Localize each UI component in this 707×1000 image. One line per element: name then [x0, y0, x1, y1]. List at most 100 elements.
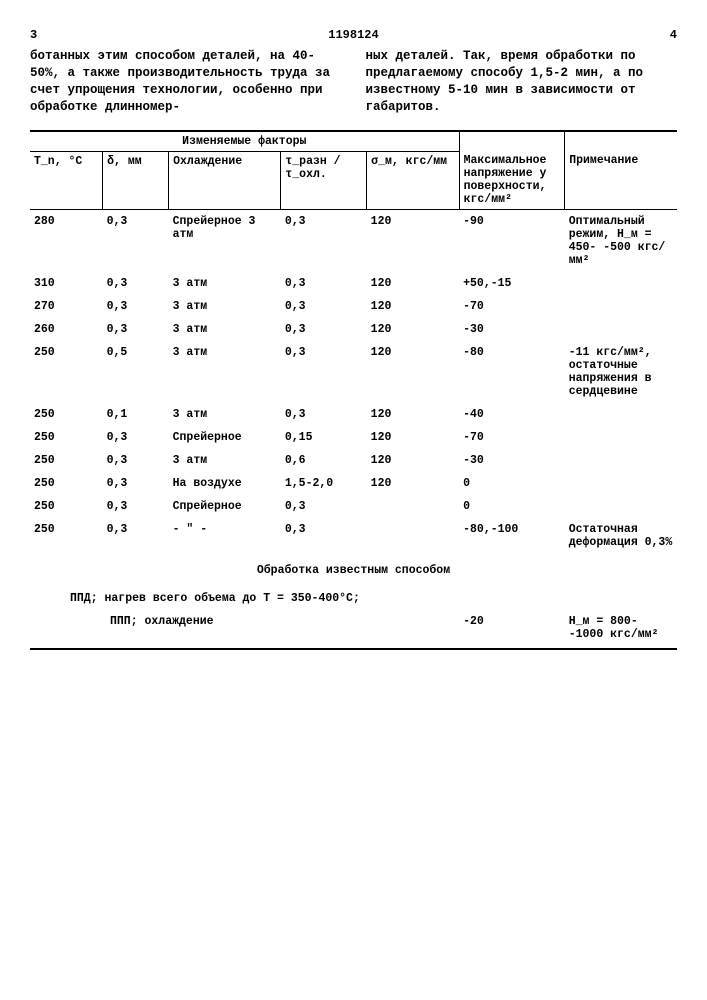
cell-r: 0,3: [281, 518, 367, 554]
col-sigma: σ_м, кгс/мм: [367, 151, 459, 210]
table-row: 2700,33 атм0,3120-70: [30, 295, 677, 318]
table-row: 2500,3На воздухе1,5-2,01200: [30, 472, 677, 495]
cell-s: 120: [367, 472, 459, 495]
known-m: -20: [459, 610, 565, 649]
cell-r: 0,15: [281, 426, 367, 449]
cell-t: 280: [30, 210, 103, 273]
cell-n: [565, 318, 677, 341]
cell-n: [565, 426, 677, 449]
cell-t: 250: [30, 341, 103, 403]
cell-n: [565, 403, 677, 426]
cell-s: 120: [367, 426, 459, 449]
cell-d: 0,3: [103, 210, 169, 273]
intro-left: ботанных этим способом деталей, на 40-50…: [30, 48, 342, 116]
cell-s: 120: [367, 449, 459, 472]
cell-r: 0,3: [281, 495, 367, 518]
cell-s: 120: [367, 210, 459, 273]
cell-m: -70: [459, 295, 565, 318]
doc-number: 1198124: [328, 28, 378, 42]
page-num-right: 4: [670, 28, 677, 42]
cell-m: 0: [459, 495, 565, 518]
cell-d: 0,1: [103, 403, 169, 426]
cell-s: [367, 518, 459, 554]
page-num-left: 3: [30, 28, 37, 42]
cell-s: [367, 495, 459, 518]
col-note: Примечание: [565, 151, 677, 210]
table-body: 2800,3Спрейерное 3 атм0,3120-90Оптимальн…: [30, 210, 677, 555]
known-line2: ППП; охлаждение: [30, 610, 459, 649]
cell-r: 0,3: [281, 318, 367, 341]
known-n: H_м = 800- -1000 кгс/мм²: [565, 610, 677, 649]
cell-n: [565, 272, 677, 295]
table-row: 2500,53 атм0,3120-80-11 кгс/мм², остаточ…: [30, 341, 677, 403]
cell-s: 120: [367, 403, 459, 426]
cell-c: 3 атм: [169, 341, 281, 403]
table-row: 2800,3Спрейерное 3 атм0,3120-90Оптимальн…: [30, 210, 677, 273]
col-t: Т_n, °С: [30, 151, 103, 210]
cell-s: 120: [367, 318, 459, 341]
cell-d: 0,3: [103, 295, 169, 318]
cell-d: 0,3: [103, 495, 169, 518]
cell-r: 0,3: [281, 341, 367, 403]
cell-m: -70: [459, 426, 565, 449]
table-row: 2500,3- " -0,3-80,-100Остаточная деформа…: [30, 518, 677, 554]
cell-d: 0,3: [103, 449, 169, 472]
cell-s: 120: [367, 272, 459, 295]
cell-n: Оптимальный режим, H_м = 450- -500 кгс/м…: [565, 210, 677, 273]
cell-c: 3 атм: [169, 403, 281, 426]
known-line1: ППД; нагрев всего объема до T = 350-400°…: [30, 587, 677, 610]
cell-m: -80: [459, 341, 565, 403]
known-title: Обработка известным способом: [30, 554, 677, 587]
cell-m: -80,-100: [459, 518, 565, 554]
page-header: 3 1198124 4: [30, 28, 677, 42]
table-row: 2600,33 атм0,3120-30: [30, 318, 677, 341]
table-row: 3100,33 атм0,3120+50,-15: [30, 272, 677, 295]
cell-m: -30: [459, 449, 565, 472]
cell-c: 3 атм: [169, 449, 281, 472]
col-delta: δ, мм: [103, 151, 169, 210]
cell-m: 0: [459, 472, 565, 495]
cell-r: 0,3: [281, 272, 367, 295]
cell-m: -90: [459, 210, 565, 273]
cell-d: 0,3: [103, 518, 169, 554]
table-row: 2500,3Спрейерное0,15120-70: [30, 426, 677, 449]
col-ratio: τ_разн / τ_охл.: [281, 151, 367, 210]
intro-columns: ботанных этим способом деталей, на 40-50…: [30, 48, 677, 116]
cell-d: 0,3: [103, 272, 169, 295]
cell-r: 0,3: [281, 295, 367, 318]
data-table: Изменяемые факторы Т_n, °С δ, мм Охлажде…: [30, 130, 677, 651]
cell-c: 3 атм: [169, 295, 281, 318]
cell-t: 260: [30, 318, 103, 341]
cell-m: +50,-15: [459, 272, 565, 295]
cell-s: 120: [367, 295, 459, 318]
cell-r: 0,3: [281, 403, 367, 426]
cell-r: 1,5-2,0: [281, 472, 367, 495]
cell-n: -11 кгс/мм², остаточные напряжения в сер…: [565, 341, 677, 403]
cell-c: Спрейерное 3 атм: [169, 210, 281, 273]
col-cool: Охлаждение: [169, 151, 281, 210]
cell-r: 0,6: [281, 449, 367, 472]
cell-n: [565, 295, 677, 318]
cell-c: На воздухе: [169, 472, 281, 495]
cell-m: -40: [459, 403, 565, 426]
cell-t: 250: [30, 518, 103, 554]
cell-t: 250: [30, 472, 103, 495]
group-header: Изменяемые факторы: [30, 131, 459, 152]
table-row: 2500,13 атм0,3120-40: [30, 403, 677, 426]
cell-n: Остаточная деформация 0,3%: [565, 518, 677, 554]
cell-t: 250: [30, 403, 103, 426]
cell-n: [565, 495, 677, 518]
cell-d: 0,3: [103, 472, 169, 495]
cell-c: Спрейерное: [169, 495, 281, 518]
cell-c: Спрейерное: [169, 426, 281, 449]
cell-d: 0,5: [103, 341, 169, 403]
cell-s: 120: [367, 341, 459, 403]
col-max: Максимальное напряжение у поверхности, к…: [459, 151, 565, 210]
cell-c: 3 атм: [169, 272, 281, 295]
cell-d: 0,3: [103, 426, 169, 449]
cell-t: 250: [30, 426, 103, 449]
cell-c: - " -: [169, 518, 281, 554]
cell-r: 0,3: [281, 210, 367, 273]
cell-c: 3 атм: [169, 318, 281, 341]
table-row: 2500,33 атм0,6120-30: [30, 449, 677, 472]
